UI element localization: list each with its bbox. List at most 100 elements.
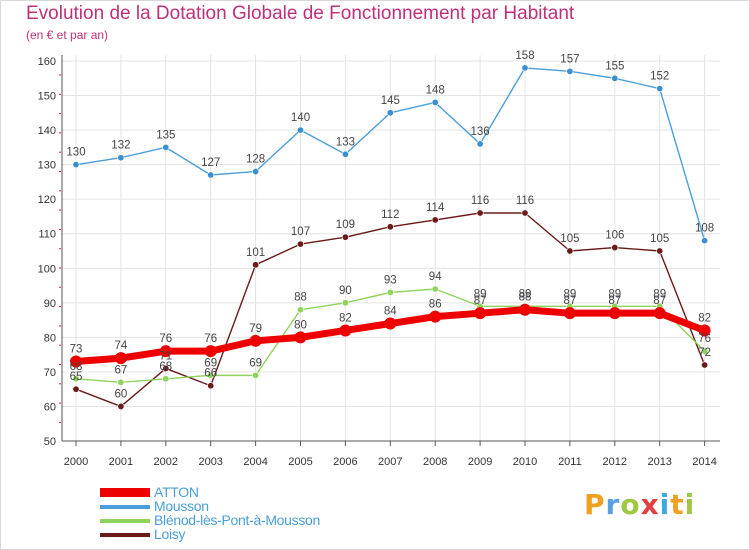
data-point-loisy (386, 223, 394, 231)
logo-letter: i (659, 488, 671, 521)
proxiti-logo: Proxiti (584, 488, 695, 521)
data-label-bl-nod-l-s-pont-mousson: 89 (608, 288, 621, 300)
data-point-mousson (476, 140, 484, 148)
logo-letter: o (620, 488, 641, 521)
data-point-loisy (162, 364, 170, 372)
data-point-atton (114, 352, 127, 365)
data-point-mousson (162, 143, 170, 151)
data-point-mousson (296, 126, 304, 134)
y-tick-label: 160 (38, 56, 56, 68)
data-point-atton (204, 345, 217, 358)
data-label-atton: 87 (564, 295, 577, 307)
data-point-loisy (117, 402, 125, 410)
data-label-loisy: 101 (246, 247, 265, 259)
data-label-mousson: 128 (246, 154, 265, 166)
data-point-loisy (296, 240, 304, 248)
data-label-bl-nod-l-s-pont-mousson: 88 (294, 292, 307, 304)
data-label-loisy: 106 (605, 230, 624, 242)
data-label-atton: 80 (294, 319, 307, 331)
y-tick-label: 110 (38, 229, 56, 241)
data-label-bl-nod-l-s-pont-mousson: 67 (115, 364, 128, 376)
data-point-mousson (207, 171, 215, 179)
chart-title: Evolution de la Dotation Globale de Fonc… (26, 3, 575, 24)
data-label-bl-nod-l-s-pont-mousson: 94 (429, 271, 442, 283)
data-label-bl-nod-l-s-pont-mousson: 69 (204, 357, 217, 369)
data-label-atton: 76 (204, 333, 217, 345)
data-label-mousson: 145 (381, 95, 400, 107)
data-label-bl-nod-l-s-pont-mousson: 76 (698, 333, 711, 345)
data-label-loisy: 71 (159, 350, 172, 362)
data-point-mousson (72, 161, 80, 169)
data-label-loisy: 112 (381, 209, 399, 221)
x-tick-label: 2006 (333, 456, 357, 468)
data-point-mousson (566, 67, 574, 75)
data-point-atton (294, 331, 307, 344)
data-point-bl-nod-l-s-pont-mousson (296, 306, 304, 314)
data-label-mousson: 152 (650, 71, 669, 83)
data-label-bl-nod-l-s-pont-mousson: 68 (70, 361, 83, 373)
data-label-loisy: 107 (291, 226, 310, 238)
x-tick-label: 2009 (468, 456, 492, 468)
data-label-mousson: 135 (156, 129, 175, 141)
data-point-bl-nod-l-s-pont-mousson (386, 288, 394, 296)
data-label-atton: 84 (384, 306, 397, 318)
data-label-mousson: 148 (426, 84, 445, 96)
data-label-bl-nod-l-s-pont-mousson: 93 (384, 274, 397, 286)
data-label-mousson: 155 (605, 60, 624, 72)
data-point-loisy (341, 233, 349, 241)
data-point-mousson (386, 109, 394, 117)
data-label-atton: 87 (608, 295, 621, 307)
data-label-bl-nod-l-s-pont-mousson: 89 (564, 288, 577, 300)
data-point-bl-nod-l-s-pont-mousson (701, 347, 709, 355)
x-tick-label: 2004 (243, 456, 267, 468)
data-point-loisy (701, 361, 709, 369)
data-point-atton (429, 310, 442, 323)
data-label-loisy: 105 (650, 233, 669, 245)
data-point-atton (653, 307, 666, 320)
logo-letter: r (605, 488, 621, 521)
data-point-loisy (207, 382, 215, 390)
data-point-bl-nod-l-s-pont-mousson (252, 371, 260, 379)
logo-letter: x (640, 488, 660, 521)
data-point-mousson (252, 168, 260, 176)
data-label-bl-nod-l-s-pont-mousson: 69 (249, 357, 262, 369)
data-point-atton (474, 307, 487, 320)
y-tick-label: 70 (44, 367, 56, 379)
data-point-bl-nod-l-s-pont-mousson (431, 285, 439, 293)
data-point-mousson (521, 64, 529, 72)
data-label-atton: 82 (698, 312, 711, 324)
data-point-bl-nod-l-s-pont-mousson (162, 375, 170, 383)
data-label-atton: 86 (429, 299, 442, 311)
legend-swatch (100, 505, 150, 509)
legend-swatch (100, 488, 150, 497)
data-label-bl-nod-l-s-pont-mousson: 89 (474, 288, 487, 300)
y-tick-label: 130 (38, 160, 56, 172)
x-tick-label: 2003 (198, 456, 222, 468)
x-tick-label: 2008 (423, 456, 447, 468)
data-point-bl-nod-l-s-pont-mousson (341, 299, 349, 307)
data-label-bl-nod-l-s-pont-mousson: 68 (159, 361, 172, 373)
y-tick-label: 90 (44, 298, 56, 310)
x-tick-label: 2002 (154, 456, 178, 468)
data-point-atton (608, 307, 621, 320)
data-label-atton: 88 (519, 292, 532, 304)
y-tick-label: 60 (44, 401, 56, 413)
data-point-bl-nod-l-s-pont-mousson (207, 371, 215, 379)
data-label-loisy: 116 (516, 195, 534, 207)
x-tick-label: 2000 (64, 456, 88, 468)
logo-letter: P (584, 488, 606, 521)
data-point-bl-nod-l-s-pont-mousson (117, 378, 125, 386)
legend-label: Blénod-lès-Pont-à-Mousson (154, 512, 321, 528)
y-tick-label: 100 (38, 263, 56, 275)
data-label-mousson: 108 (695, 223, 714, 235)
data-label-atton: 79 (249, 323, 262, 335)
data-label-atton: 82 (339, 312, 352, 324)
data-point-loisy (656, 247, 664, 255)
data-label-loisy: 105 (560, 233, 579, 245)
data-point-mousson (341, 150, 349, 158)
legend-label: Mousson (154, 498, 209, 514)
data-point-atton (159, 345, 172, 358)
data-point-atton (563, 307, 576, 320)
chart-subtitle: (en € et par an) (26, 28, 109, 42)
data-point-loisy (521, 209, 529, 217)
